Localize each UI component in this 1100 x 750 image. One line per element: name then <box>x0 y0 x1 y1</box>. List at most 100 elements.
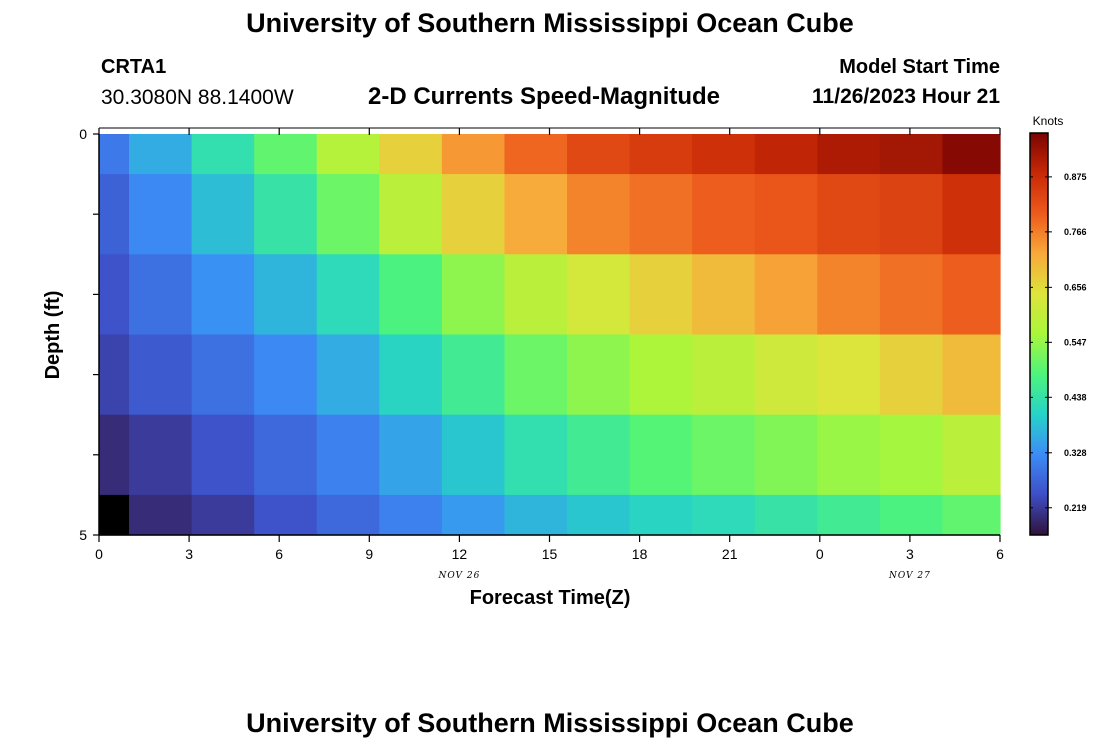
heatmap-cell <box>504 334 568 416</box>
heatmap-cell <box>254 174 318 255</box>
x-tick-label: 18 <box>632 546 648 562</box>
x-tick-label: 0 <box>95 546 103 562</box>
heatmap-cell <box>379 414 443 496</box>
heatmap-cell <box>99 254 130 336</box>
colorbar-tick-label: 0.547 <box>1064 337 1087 347</box>
station-coords: 30.3080N 88.1400W <box>101 86 294 109</box>
heatmap-cell <box>441 334 506 416</box>
heatmap-cell <box>316 494 380 536</box>
page-title: University of Southern Mississippi Ocean… <box>246 8 854 38</box>
heatmap-cell <box>879 494 944 536</box>
heatmap-cell <box>504 414 568 496</box>
heatmap-cell <box>567 254 631 336</box>
y-tick-label: 5 <box>79 527 87 543</box>
colorbar-tick-label: 0.656 <box>1064 282 1087 292</box>
colorbar-units: Knots <box>1033 114 1064 128</box>
heatmap-cell <box>629 334 693 416</box>
heatmap-cell <box>379 174 443 255</box>
heatmap-cell <box>129 174 193 255</box>
heatmap-cell <box>191 134 255 175</box>
heatmap-cell <box>316 254 380 336</box>
heatmap-cell <box>942 414 1001 496</box>
heatmap-cell <box>692 134 756 175</box>
heatmap-cell <box>754 494 818 536</box>
heatmap-cell <box>629 254 693 336</box>
x-tick-label: 21 <box>722 546 738 562</box>
heatmap-cell <box>99 174 130 255</box>
heatmap-cell <box>254 254 318 336</box>
model-start-label: Model Start Time <box>839 56 1000 78</box>
heatmap-cell <box>99 134 130 175</box>
heatmap-cell <box>504 134 568 175</box>
heatmap-cell <box>879 174 944 255</box>
heatmap-cell <box>129 134 193 175</box>
heatmap-cell <box>942 494 1001 536</box>
colorbar-tick-label: 0.766 <box>1064 227 1087 237</box>
heatmap-cell <box>817 134 881 175</box>
heatmap-cell <box>254 334 318 416</box>
heatmap-cell <box>629 174 693 255</box>
heatmap-cell <box>629 414 693 496</box>
heatmap-cell <box>316 334 380 416</box>
x-tick-label: 9 <box>365 546 373 562</box>
y-axis-title: Depth (ft) <box>42 291 64 380</box>
heatmap-cell <box>254 414 318 496</box>
colorbar-tick-label: 0.219 <box>1064 503 1087 513</box>
heatmap-cell <box>817 334 881 416</box>
heatmap-cell <box>692 414 756 496</box>
heatmap-cell <box>379 134 443 175</box>
chart-subtitle: 2-D Currents Speed-Magnitude <box>368 83 721 110</box>
heatmap-cell <box>129 494 193 536</box>
station-id: CRTA1 <box>101 56 167 78</box>
heatmap-cell <box>754 134 818 175</box>
heatmap-cell <box>441 134 506 175</box>
heatmap-cell <box>817 494 881 536</box>
footer-title: University of Southern Mississippi Ocean… <box>246 708 854 738</box>
heatmap-cell <box>316 174 380 255</box>
heatmap-cell <box>942 134 1001 175</box>
heatmap-cell <box>316 414 380 496</box>
heatmap-cell <box>567 134 631 175</box>
heatmap-cell <box>942 174 1001 255</box>
heatmap-cell <box>692 254 756 336</box>
heatmap-cell <box>191 174 255 255</box>
heatmap-cell <box>754 254 818 336</box>
x-date-label: NOV 26 <box>437 571 480 581</box>
heatmap-cell <box>441 414 506 496</box>
x-axis: 0 3 6 9 12 15 18 21 0 3 6 NOV 26 NOV 27 <box>95 128 1004 581</box>
heatmap-cell <box>754 174 818 255</box>
heatmap-cell <box>129 334 193 416</box>
heatmap-cell <box>942 334 1001 416</box>
heatmap-cell <box>942 254 1001 336</box>
x-tick-label: 0 <box>816 546 824 562</box>
heatmap-cells <box>99 134 1001 536</box>
x-tick-label: 6 <box>275 546 283 562</box>
x-tick-label: 3 <box>906 546 914 562</box>
x-date-label: NOV 27 <box>888 571 931 581</box>
heatmap-cell <box>817 414 881 496</box>
heatmap-cell <box>817 254 881 336</box>
heatmap-cell <box>191 334 255 416</box>
heatmap-cell <box>567 334 631 416</box>
heatmap-cell <box>754 414 818 496</box>
x-tick-label: 12 <box>452 546 468 562</box>
heatmap-cell <box>129 254 193 336</box>
colorbar-tick-label: 0.875 <box>1064 172 1087 182</box>
heatmap-cell <box>99 494 130 536</box>
heatmap-cell <box>191 254 255 336</box>
heatmap-cell <box>504 494 568 536</box>
heatmap-cell <box>692 334 756 416</box>
heatmap-cell <box>504 174 568 255</box>
colorbar-tick-label: 0.438 <box>1064 392 1087 402</box>
heatmap-cell <box>254 134 318 175</box>
heatmap-cell <box>99 414 130 496</box>
heatmap-cell <box>254 494 318 536</box>
heatmap-cell <box>879 334 944 416</box>
heatmap-cell <box>692 174 756 255</box>
heatmap-cell <box>629 494 693 536</box>
heatmap-cell <box>191 494 255 536</box>
heatmap-cell <box>567 174 631 255</box>
colorbar-tick-label: 0.328 <box>1064 448 1087 458</box>
y-axis: 05 <box>79 126 99 543</box>
